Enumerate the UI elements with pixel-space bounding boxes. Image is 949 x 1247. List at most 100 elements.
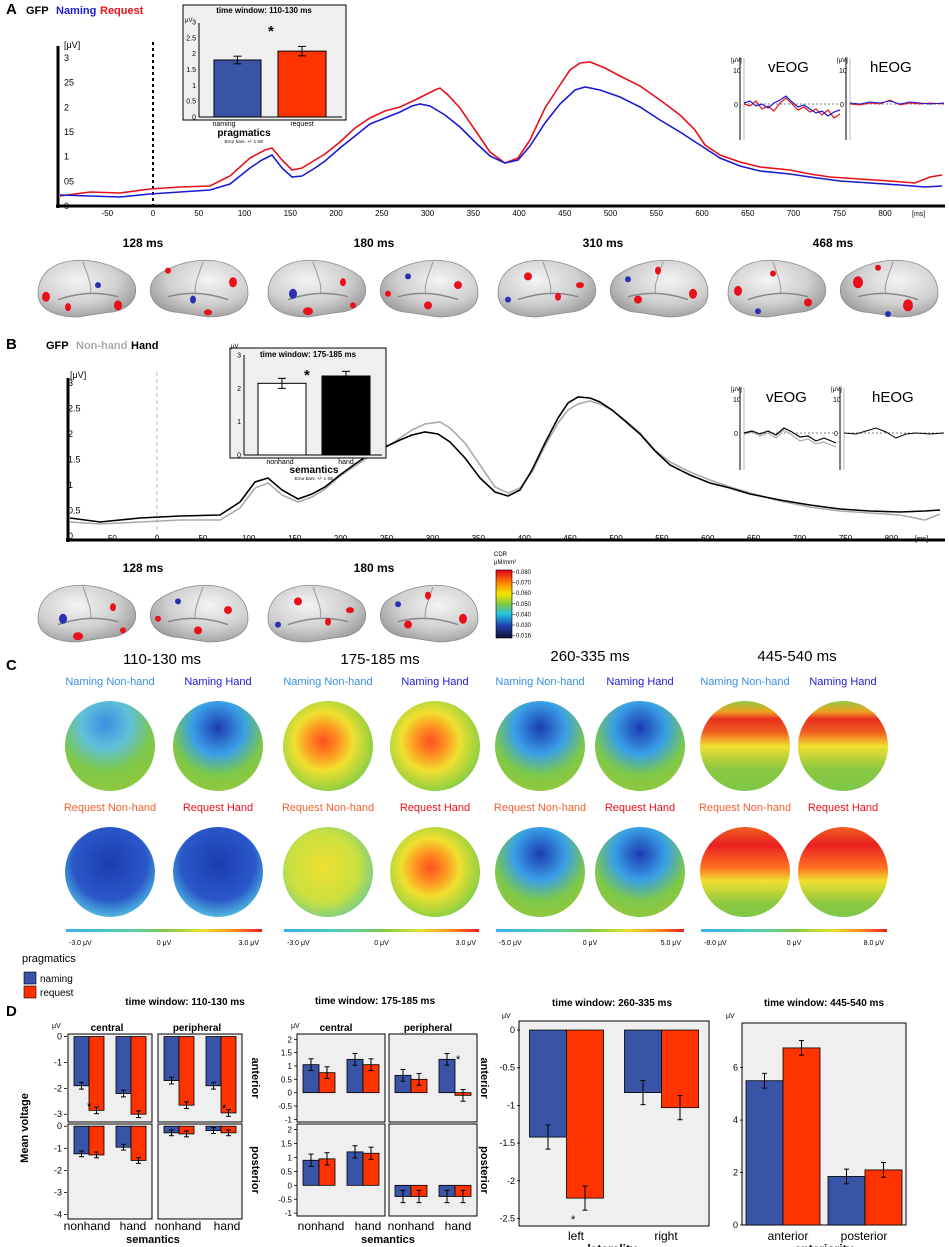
d-sub1-unit: μV — [52, 1023, 61, 1030]
topography-map-naming — [173, 701, 263, 791]
time-label-128-b: 128 ms — [123, 561, 164, 575]
topography-map-request — [390, 827, 480, 917]
activation-spot — [804, 298, 812, 307]
scale-mid-label: 0 μV — [583, 940, 598, 947]
d-sub4-cat-posterior: posterior — [841, 1229, 888, 1243]
activation-spot — [194, 626, 202, 635]
scale-mid-label: 0 μV — [374, 940, 389, 947]
d-sub1-col-peripheral: peripheral — [173, 1023, 222, 1034]
bar-request — [782, 1047, 821, 1226]
d-sub2-xlabel: semantics — [361, 1234, 415, 1246]
inset-y-tick: 1.5 — [186, 67, 196, 74]
x-tick-label: 200 — [334, 534, 348, 543]
topo-label-naming: Naming Non-hand — [495, 676, 584, 688]
subplot-box — [388, 1123, 478, 1217]
x-unit-b: [ms] — [915, 536, 928, 543]
activation-spot — [903, 299, 913, 312]
x-tick-label: 800 — [885, 534, 899, 543]
x-tick-label: 0 — [155, 534, 160, 543]
brain-surface — [609, 259, 709, 318]
topo-label-request: Request Non-hand — [64, 802, 156, 814]
heog-label-b: hEOG — [872, 389, 914, 406]
brain-sulcus — [517, 292, 579, 301]
y-unit-b: [μV] — [70, 370, 86, 380]
y-tick-label: 2 — [68, 429, 73, 439]
eog-insets-b: [μV] [μV] 10 10 0 0 vEOG hEOG — [731, 387, 945, 470]
d-y-tick-label: -2.5 — [499, 1213, 515, 1223]
d-y-tick-label: 1.5 — [281, 1140, 293, 1149]
inset-y-tick: 3 — [237, 353, 241, 360]
scale-mid-label: 0 μV — [157, 940, 172, 947]
brain-surface — [727, 259, 827, 318]
eog-zero-b-h: 0 — [834, 431, 838, 438]
eog-zero-b-v: 0 — [734, 431, 738, 438]
d-y-tick-label: 2 — [288, 1035, 293, 1044]
gfp-hand-curve — [69, 396, 941, 523]
brain-sulcus — [654, 261, 664, 295]
x-tick-label: 500 — [604, 209, 618, 218]
veog-request-trace — [743, 97, 841, 119]
heog-label-a: hEOG — [870, 59, 912, 76]
scale-min-label: -5.0 μV — [499, 940, 522, 947]
eog-unit-a-v: [μV] — [731, 58, 742, 64]
inset-y-tick: 0.5 — [186, 99, 196, 106]
activation-spot — [655, 266, 661, 275]
gfp-plot-b: [μV] 00.511.522.53 -50 0 50 100 150 200 250 300… — [66, 370, 945, 543]
activation-spot — [340, 278, 346, 287]
d-y-tick-label: -4 — [54, 1210, 62, 1220]
topo-label-naming: Naming Non-hand — [65, 676, 154, 688]
activation-spot — [875, 264, 881, 271]
gfp-nonhand-curve — [69, 400, 941, 525]
x-tick-label: 300 — [421, 209, 435, 218]
brain-sulcus — [772, 261, 782, 295]
window-label-2: 175-185 ms — [340, 651, 419, 668]
d-sub2-cat: nonhand — [298, 1219, 345, 1233]
brain-sulcus — [747, 292, 809, 301]
d-y-tick-label: 0 — [57, 1121, 62, 1131]
legend-title-d: pragmatics — [22, 953, 76, 965]
inset-xlabel-a: pragmatics — [217, 128, 271, 139]
x-tick-label: 50 — [198, 534, 207, 543]
scale-mid-label: 0 μV — [787, 940, 802, 947]
inset-y-tick: 0 — [237, 453, 241, 460]
activation-spot — [454, 281, 462, 290]
heog-naming-trace — [849, 100, 945, 105]
activation-spot — [175, 598, 181, 605]
x-tick-label: 250 — [375, 209, 389, 218]
veog-label-b: vEOG — [766, 389, 807, 406]
d-sub1-row-anterior: anterior — [249, 1058, 261, 1100]
d-sub3-title: time window: 260-335 ms — [552, 998, 672, 1009]
brain-surface — [379, 259, 479, 318]
y-tick-label: 05 — [64, 176, 74, 186]
x-tick-label: -50 — [105, 534, 117, 543]
y-tick-label: 0.5 — [68, 506, 81, 516]
scale-max-label: 3.0 μV — [456, 940, 477, 947]
x-tick-label: 350 — [472, 534, 486, 543]
topography-map-request — [65, 827, 155, 917]
topo-color-scale — [496, 929, 684, 932]
d-sub1-col-central: central — [91, 1023, 124, 1034]
d-y-tick-label: -2 — [54, 1083, 62, 1093]
bar-naming — [745, 1080, 784, 1226]
topography-map-naming — [798, 701, 888, 791]
bar-naming — [205, 1036, 222, 1087]
bar-naming — [73, 1036, 90, 1087]
y-tick-label: 1 — [64, 152, 69, 162]
brain-sulcus — [312, 261, 322, 295]
panel-label-a: A — [6, 1, 17, 18]
eog-ten-a-h: 10 — [839, 68, 847, 75]
time-label-468-a: 468 ms — [813, 236, 854, 250]
legend-naming-a: Naming — [56, 5, 96, 17]
d-sub2-star: * — [456, 1054, 461, 1066]
inset-bar — [257, 382, 307, 456]
brain-surface — [267, 584, 367, 643]
x-tick-label: 200 — [329, 209, 343, 218]
brain-surface — [497, 259, 597, 318]
legend-nonhand-b: Non-hand — [76, 340, 127, 352]
brain-sulcus — [57, 292, 119, 301]
activation-spot — [190, 295, 196, 304]
brain-render — [379, 584, 479, 643]
x-unit-a: [ms] — [912, 211, 925, 218]
d-y-tick-label: 1.5 — [281, 1049, 293, 1058]
d-sub2-col-peripheral: peripheral — [404, 1023, 453, 1034]
